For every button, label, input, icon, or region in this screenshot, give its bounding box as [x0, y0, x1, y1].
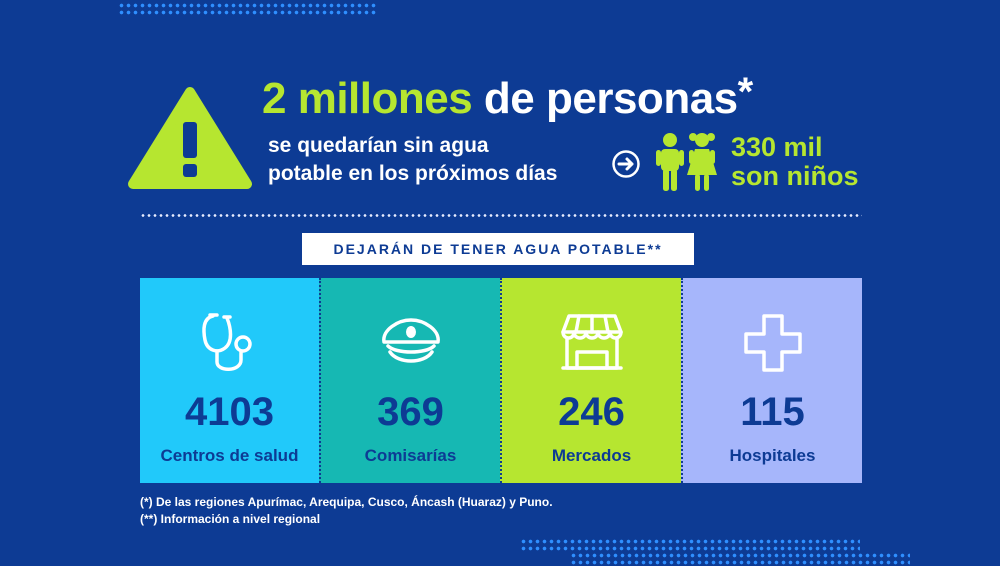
section-banner: DEJARÁN DE TENER AGUA POTABLE** — [302, 233, 694, 265]
footnote-2: (**) Información a nivel regional — [140, 512, 321, 526]
subheadline-line-1: se quedarían sin agua — [268, 134, 489, 157]
stat-card-hospitals: 115 Hospitales — [681, 278, 862, 483]
stat-number: 115 — [740, 390, 805, 434]
headline-highlight: 2 millones — [262, 74, 473, 123]
children-icon — [656, 133, 717, 191]
headline: 2 millones de personas* — [262, 70, 753, 124]
stat-label: Centros de salud — [160, 446, 299, 465]
decorative-dots-top — [118, 2, 378, 16]
arrow-right-icon — [612, 150, 640, 178]
medical-cross-icon — [743, 314, 802, 372]
footnote-1: (*) De las regiones Apurímac, Arequipa, … — [140, 495, 553, 509]
warning-icon — [128, 87, 252, 189]
stat-label: Hospitales — [729, 446, 816, 465]
stat-label: Mercados — [551, 446, 632, 465]
headline-rest: de personas — [483, 74, 738, 123]
market-stall-icon — [560, 314, 623, 370]
children-count-line-1: 330 mil — [731, 132, 823, 162]
stat-card-markets: 246 Mercados — [500, 278, 681, 483]
stat-card-health-centers: 4103 Centros de salud — [140, 278, 319, 483]
subheadline-line-2: potable en los próximos días — [268, 162, 558, 185]
dotted-divider — [140, 214, 862, 217]
stat-number: 4103 — [185, 390, 274, 434]
stethoscope-icon — [201, 313, 252, 371]
children-count-line-2: son niños — [731, 161, 859, 191]
stat-label: Comisarías — [364, 446, 457, 465]
stat-number: 369 — [377, 390, 444, 434]
children-count: 330 mil son niños — [731, 133, 859, 191]
stat-number: 246 — [558, 390, 625, 434]
police-cap-icon — [381, 318, 440, 363]
stat-card-police-stations: 369 Comisarías — [319, 278, 500, 483]
decorative-dots-bottom — [520, 538, 860, 552]
stats-cards: 4103 Centros de salud 369 Comisarías — [140, 278, 862, 483]
decorative-dots-bottom — [570, 552, 910, 566]
footnotes: (*) De las regiones Apurímac, Arequipa, … — [140, 494, 553, 528]
headline-asterisk: * — [737, 70, 754, 114]
subheadline: se quedarían sin agua potable en los pró… — [268, 132, 557, 188]
